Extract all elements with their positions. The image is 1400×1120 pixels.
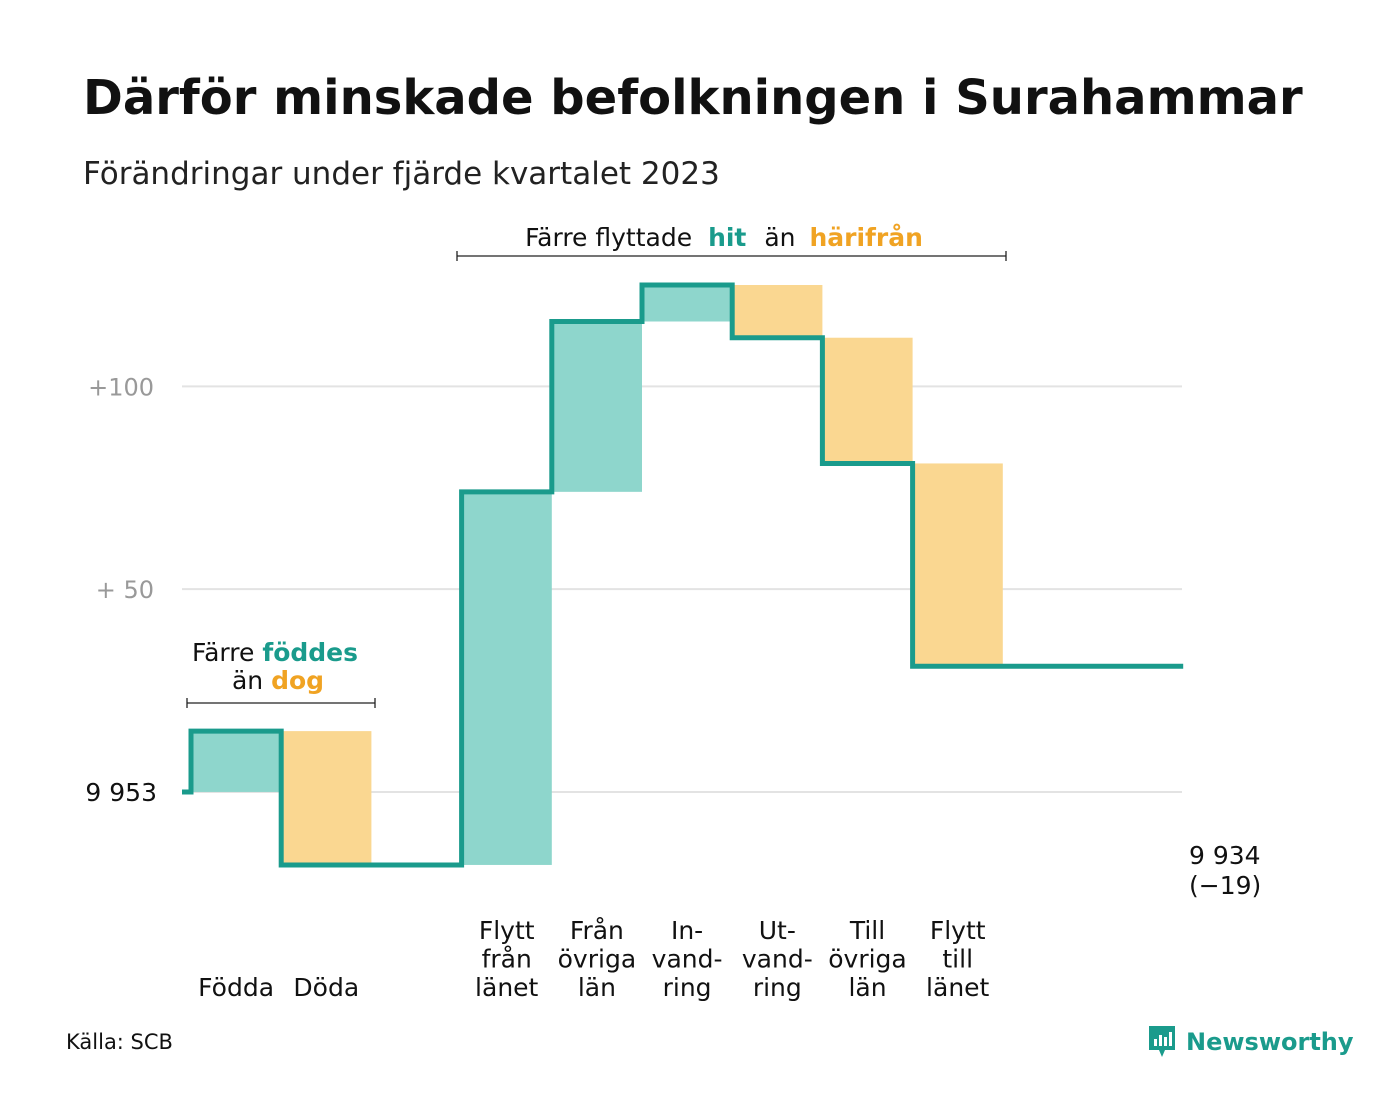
category-label: Från [570, 916, 624, 945]
migration-annotation: Färre flyttade hit än härifrån [456, 223, 1007, 261]
category-label: Flytt [930, 916, 986, 945]
y-tick-label: + 50 [96, 576, 154, 604]
decrease-bar [281, 731, 372, 865]
category-label: län [848, 973, 886, 1002]
bar-layer [191, 285, 1003, 865]
increase-bar [551, 321, 642, 492]
births-annotation-line1: Färre föddes [192, 638, 358, 667]
category-label: Flytt [479, 916, 535, 945]
category-label: län [578, 973, 616, 1002]
chart-subtitle: Förändringar under fjärde kvartalet 2023 [83, 156, 720, 192]
y-tick-label: +100 [88, 373, 154, 401]
source-note: Källa: SCB [66, 1030, 173, 1054]
decrease-bar [822, 337, 913, 464]
category-label: vand- [742, 945, 813, 974]
category-label: till [942, 945, 973, 974]
newsworthy-logo-icon [1149, 1026, 1175, 1057]
step-line [182, 282, 1184, 868]
category-label: övriga [558, 945, 637, 974]
category-label: Födda [198, 973, 274, 1002]
category-label: Ut- [759, 916, 796, 945]
category-label: Till [849, 916, 885, 945]
increase-bar [642, 285, 733, 322]
category-label: ring [663, 973, 712, 1002]
births-deaths-bracket [186, 698, 376, 708]
increase-bar [191, 731, 282, 792]
births-annotation-line2: än dog [232, 666, 324, 695]
increase-bar [461, 491, 552, 865]
category-label: Döda [293, 973, 359, 1002]
category-label: länet [475, 973, 538, 1002]
migration-bracket [456, 251, 1007, 261]
migration-annotation-text: Färre flyttade hit än härifrån [525, 223, 923, 252]
start-value-label: 9 953 [85, 778, 157, 807]
category-label: ring [753, 973, 802, 1002]
births-deaths-annotation: Färre föddes än dog [186, 638, 376, 708]
category-label: In- [671, 916, 703, 945]
category-label: från [482, 945, 532, 974]
end-change-label: (−19) [1189, 871, 1261, 900]
brand-logo: Newsworthy [1146, 1024, 1354, 1060]
brand-name: Newsworthy [1186, 1028, 1354, 1056]
category-label: länet [926, 973, 989, 1002]
end-value-label: 9 934 [1189, 841, 1261, 870]
line-layer [182, 282, 1184, 868]
decrease-bar [912, 463, 1003, 667]
decrease-bar [732, 285, 823, 338]
chart-title: Därför minskade befolkningen i Surahamma… [83, 70, 1303, 126]
category-label: vand- [652, 945, 723, 974]
category-label: övriga [828, 945, 907, 974]
